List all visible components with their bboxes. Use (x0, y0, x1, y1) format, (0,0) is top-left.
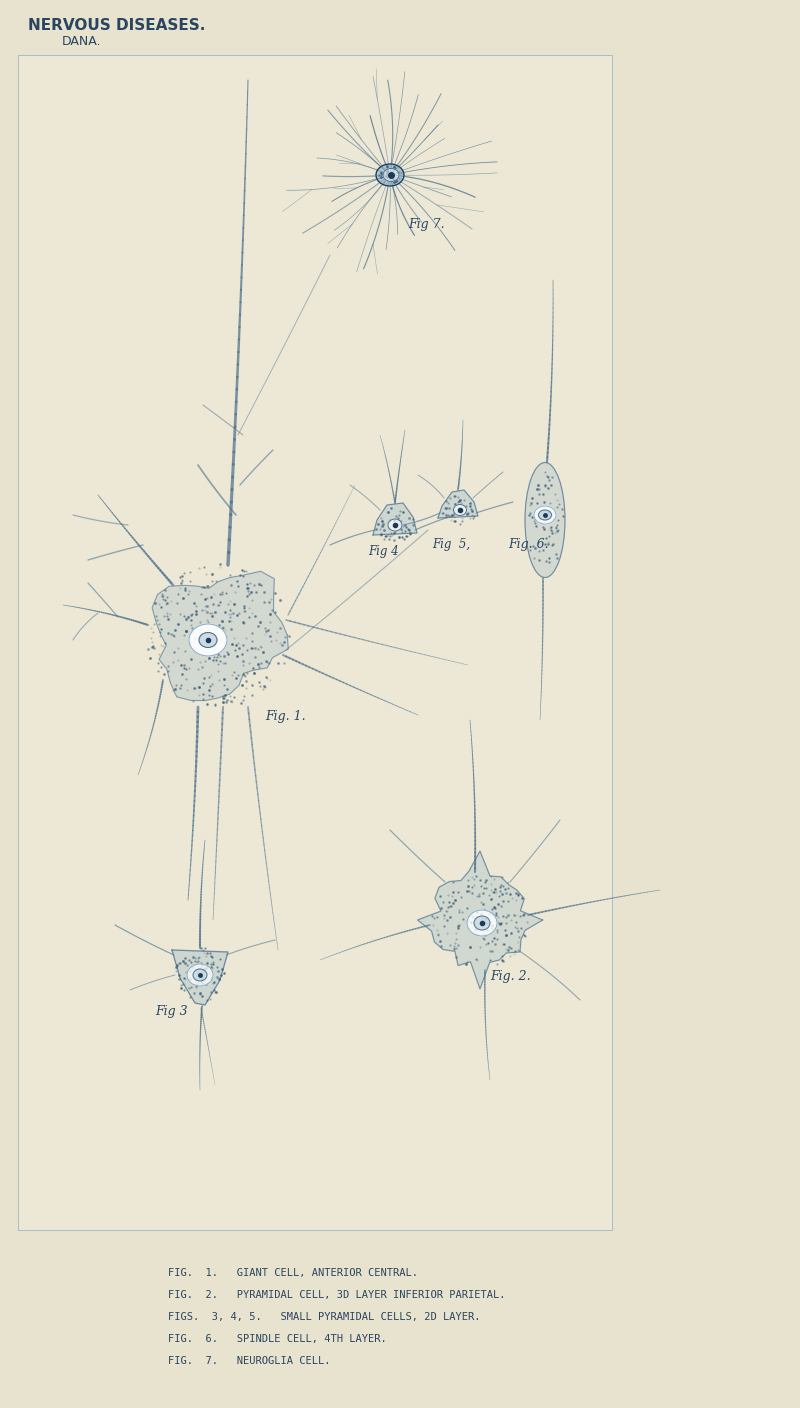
Ellipse shape (388, 520, 402, 531)
Text: Fig. 6.: Fig. 6. (508, 538, 549, 551)
Text: FIG.  6.   SPINDLE CELL, 4TH LAYER.: FIG. 6. SPINDLE CELL, 4TH LAYER. (168, 1333, 386, 1345)
Polygon shape (373, 503, 417, 535)
Bar (18, 55, 612, 1231)
Ellipse shape (454, 504, 466, 515)
Text: Fig 7.: Fig 7. (408, 218, 445, 231)
Text: Fig. 2.: Fig. 2. (490, 970, 530, 983)
Polygon shape (152, 572, 288, 701)
Polygon shape (438, 490, 478, 518)
Text: FIG.  7.   NEUROGLIA CELL.: FIG. 7. NEUROGLIA CELL. (168, 1356, 330, 1366)
Ellipse shape (534, 505, 556, 524)
Text: Fig  5,: Fig 5, (432, 538, 470, 551)
Text: FIGS.  3, 4, 5.   SMALL PYRAMIDAL CELLS, 2D LAYER.: FIGS. 3, 4, 5. SMALL PYRAMIDAL CELLS, 2D… (168, 1312, 481, 1322)
Ellipse shape (525, 462, 565, 577)
Ellipse shape (474, 917, 490, 931)
Ellipse shape (467, 910, 497, 936)
Ellipse shape (199, 632, 217, 648)
Text: Fig 4: Fig 4 (368, 545, 398, 558)
Ellipse shape (376, 163, 404, 186)
Text: FIG.  1.   GIANT CELL, ANTERIOR CENTRAL.: FIG. 1. GIANT CELL, ANTERIOR CENTRAL. (168, 1269, 418, 1278)
Polygon shape (418, 850, 542, 988)
Polygon shape (172, 950, 228, 1005)
Text: DANA.: DANA. (62, 35, 102, 48)
Ellipse shape (193, 969, 207, 981)
Text: Fig 3: Fig 3 (155, 1005, 188, 1018)
Ellipse shape (187, 964, 213, 986)
Text: FIG.  2.   PYRAMIDAL CELL, 3D LAYER INFERIOR PARIETAL.: FIG. 2. PYRAMIDAL CELL, 3D LAYER INFERIO… (168, 1290, 506, 1300)
Text: Fig. 1.: Fig. 1. (265, 710, 306, 722)
Ellipse shape (538, 510, 551, 520)
Text: NERVOUS DISEASES.: NERVOUS DISEASES. (28, 18, 206, 32)
Ellipse shape (189, 624, 227, 656)
Ellipse shape (383, 169, 399, 182)
